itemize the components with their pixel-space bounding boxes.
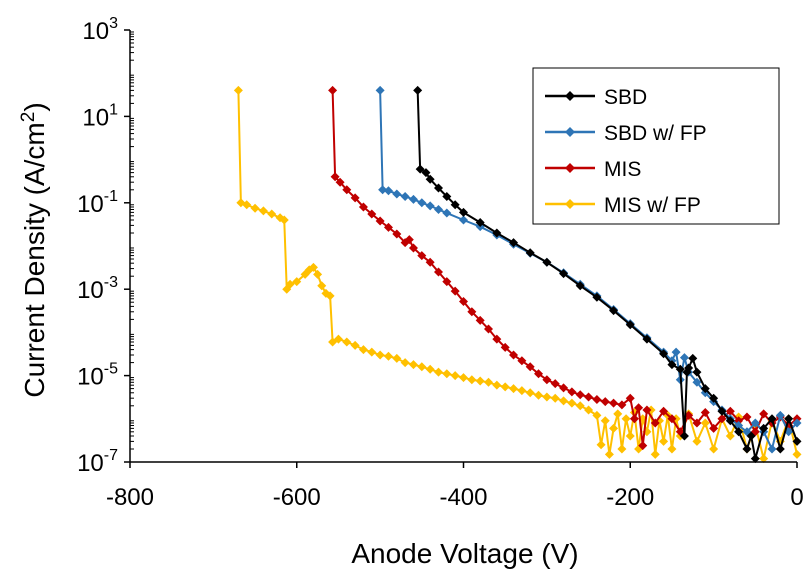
y-tick-exponent: -5 [104,361,118,378]
x-tick-label: -400 [439,484,487,511]
x-tick-label: -200 [606,484,654,511]
y-tick-exponent: 3 [109,15,118,32]
y-tick-base: 10 [82,18,109,45]
x-tick-label: 0 [790,484,803,511]
y-axis-title-main: Current Density (A/cm [19,122,50,397]
legend-label: MIS [604,158,641,181]
x-tick-label: -600 [273,484,321,511]
y-axis-title: Current Density (A/cm2) [18,102,50,397]
legend: SBD SBD w/ FP MIS MIS w/ FP [533,68,779,224]
y-tick-base: 10 [77,364,104,391]
x-axis-title: Anode Voltage (V) [351,538,578,569]
y-tick-exponent: -3 [104,274,118,291]
legend-label: SBD w/ FP [604,122,707,145]
y-tick-exponent: -7 [104,447,118,464]
legend-label: SBD [604,86,647,109]
y-axis-title-superscript: 2 [18,112,39,123]
y-tick-base: 10 [77,191,104,218]
y-tick-base: 10 [82,104,109,131]
y-tick-base: 10 [77,450,104,477]
y-tick-exponent: 1 [109,101,118,118]
legend-label: MIS w/ FP [604,194,701,217]
y-tick-base: 10 [77,277,104,304]
y-axis-title-close: ) [19,102,50,111]
y-tick-exponent: -1 [104,188,118,205]
x-tick-label: -800 [106,484,154,511]
